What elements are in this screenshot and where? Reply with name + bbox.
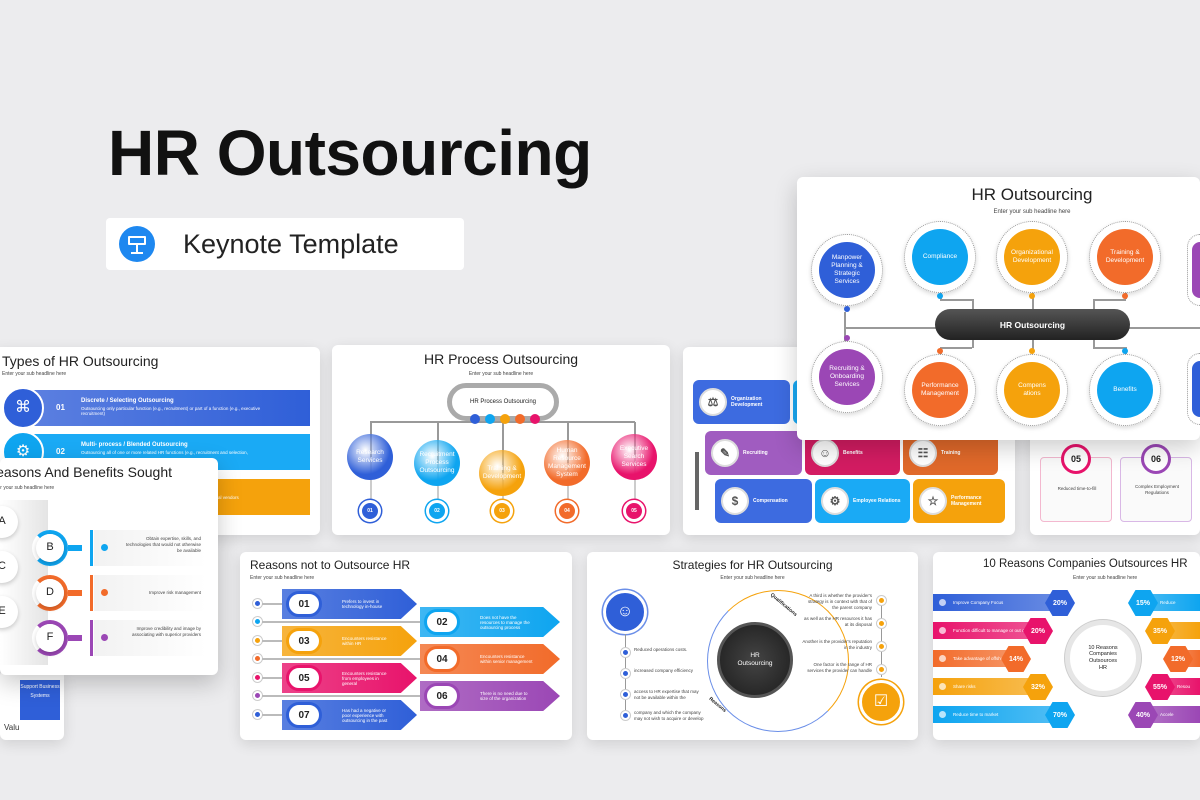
ten-reasons-center: 10 Reasons Companies Outsources HR xyxy=(1065,620,1141,696)
letter-circle: E xyxy=(0,596,18,628)
service-circle: Benefits xyxy=(1097,362,1153,418)
card-06: 06 Complex Employment Regulations xyxy=(1120,444,1192,522)
slide-title: HR Outsourcing xyxy=(971,185,1093,204)
tile-organization-development: ⚖ Organization Development xyxy=(693,380,790,424)
reason-number: 02 xyxy=(424,609,460,635)
reason-number: 06 xyxy=(424,683,460,709)
slide-subtitle: Enter your sub headline here xyxy=(250,575,315,581)
letter-circle: F xyxy=(36,624,64,652)
strategies-center: HR Outsourcing xyxy=(717,622,793,698)
slide-subtitle: Enter your sub headline here xyxy=(468,371,534,377)
process-number: 05 xyxy=(623,500,645,522)
service-circle: Performance Management xyxy=(912,362,968,418)
benefit-box: Improve credibility and image by associa… xyxy=(94,620,206,656)
value-label: Valu xyxy=(4,723,20,732)
slide-strategies[interactable]: Strategies for HR Outsourcing Enter your… xyxy=(587,552,918,740)
slide-subtitle: Enter your sub headline here xyxy=(1073,575,1138,581)
reason-number: 01 xyxy=(286,591,322,617)
checklist-person-icon: ☑ xyxy=(859,680,903,724)
strategy-left-text: access to HR expertise that may not be a… xyxy=(634,689,699,700)
slide-subtitle: Enter your sub headline here xyxy=(2,371,67,377)
reason-number: 07 xyxy=(286,702,322,728)
support-business-systems-box: Support Business Systems xyxy=(20,680,60,720)
slide-subtitle: Enter your sub headline here xyxy=(993,209,1071,215)
tile-performance-management: ☆ Performance Management xyxy=(913,479,1005,523)
strategy-right-text: as well as the HR resources it has at it… xyxy=(803,616,872,627)
benefit-box: Obtain expertise, skills, and technologi… xyxy=(94,530,206,566)
badge-label: Keynote Template xyxy=(183,229,399,259)
slide-partial-left[interactable]: Valu Support Business Systems xyxy=(0,670,64,740)
keynote-podium-icon xyxy=(119,226,155,262)
slide-title: HR Process Outsourcing xyxy=(423,351,579,367)
slide-subtitle: Enter your sub headline here xyxy=(0,485,55,491)
reason-bar: Function difficult to manage or out of c… xyxy=(933,622,1033,639)
strategy-left-text: increased company efficiency xyxy=(634,668,693,673)
process-circle: Research Services xyxy=(347,434,393,480)
process-number: 03 xyxy=(491,500,513,522)
tile-recruiting: ✎ Recruiting xyxy=(705,431,802,475)
letter-circle: A xyxy=(0,506,18,538)
service-circle: Compens ations xyxy=(1004,362,1060,418)
benefit-box: Improve risk management xyxy=(94,575,206,611)
slide-title: Reasons And Benefits Sought xyxy=(0,464,173,480)
service-circle: Recruiting & Onboarding Services xyxy=(819,349,875,405)
process-circle: Human Resource Management System xyxy=(544,440,590,486)
strategy-left-text: Reduced operations costs. xyxy=(634,647,688,652)
slide-hr-process-outsourcing[interactable]: HR Process Outsourcing Enter your sub he… xyxy=(332,345,670,535)
center-hub: HR Outsourcing xyxy=(935,309,1130,340)
slide-title: Reasons not to Outsource HR xyxy=(250,558,411,572)
type-icon-1: ⌘ xyxy=(2,387,44,429)
service-circle: Compliance xyxy=(912,229,968,285)
reason-bar: Reduce time to market xyxy=(933,706,1055,723)
strategy-right-text: One factor is the range of HR services t… xyxy=(807,662,872,673)
process-circle: Recruitment Process Outsourcing xyxy=(414,440,460,486)
process-circle: Executive Search Services xyxy=(611,434,657,480)
slide-title: Types of HR Outsourcing xyxy=(2,353,159,369)
people-icon: ☺ xyxy=(603,590,647,634)
reason-number: 05 xyxy=(286,665,322,691)
hero-title: HR Outsourcing xyxy=(108,117,592,189)
reason-number: 03 xyxy=(286,628,322,654)
process-circle: Training & Development xyxy=(479,450,525,496)
strategy-right-text: Another is the provider's reputation in … xyxy=(802,639,872,650)
reason-bar: Take advantage of offshore capabilities xyxy=(933,650,1011,667)
service-circle: Organizational Development xyxy=(1004,229,1060,285)
template-badge: Keynote Template xyxy=(106,218,464,270)
letter-circle: C xyxy=(0,551,18,583)
tile-compensation: $ Compensation xyxy=(715,479,812,523)
slide-subtitle: Enter your sub headline here xyxy=(720,575,785,581)
letter-circle: D xyxy=(36,579,64,607)
process-number: 04 xyxy=(556,500,578,522)
slide-title: 10 Reasons Companies Outsources HR xyxy=(983,558,1188,570)
slide-reasons-not-to-outsource[interactable]: Reasons not to Outsource HR Enter your s… xyxy=(240,552,572,740)
slide-hr-outsourcing-main[interactable]: HR Outsourcing Enter your sub headline h… xyxy=(797,177,1200,440)
service-circle: Manpower Planning & Strategic Services xyxy=(819,242,875,298)
reason-number: 04 xyxy=(424,646,460,672)
tile-employee-relations: ⚙ Employee Relations xyxy=(815,479,910,523)
reason-bar: Share risks xyxy=(933,678,1033,695)
type-band-1: 01 Discrete / Selecting Outsourcing Outs… xyxy=(34,390,310,426)
card-05: 05 Reduced time-to-fill xyxy=(1040,444,1112,522)
process-number: 02 xyxy=(426,500,448,522)
slide-title: Strategies for HR Outsourcing xyxy=(672,558,833,572)
letter-circle: B xyxy=(36,534,64,562)
slide-reasons-and-benefits[interactable]: Reasons And Benefits Sought Enter your s… xyxy=(0,458,218,675)
reason-bar: Improve Company Focus xyxy=(933,594,1055,611)
slide-10-reasons[interactable]: 10 Reasons Companies Outsources HR Enter… xyxy=(933,552,1200,740)
strategy-left-text: company and which the company may not wi… xyxy=(634,710,704,721)
strategy-right-text: A third is whether the provider's strate… xyxy=(807,593,872,610)
service-circle: Training & Development xyxy=(1097,229,1153,285)
process-number: 01 xyxy=(359,500,381,522)
